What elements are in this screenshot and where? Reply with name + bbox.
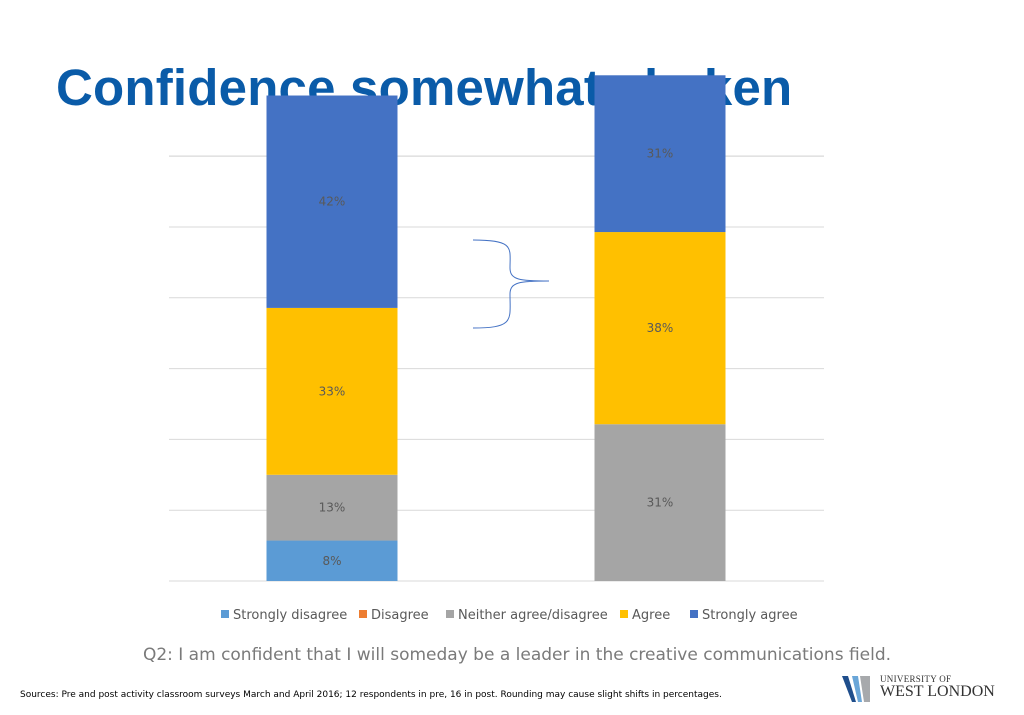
legend-label: Strongly agree — [702, 608, 798, 623]
legend-label: Agree — [632, 608, 670, 623]
logo-line2: WEST LONDON — [880, 683, 995, 700]
university-shield-icon — [842, 676, 870, 702]
bar-segment — [594, 75, 726, 233]
legend-swatch — [690, 610, 698, 618]
legend-swatch — [359, 610, 367, 618]
data-label: 8% — [322, 554, 341, 568]
data-label: 31% — [647, 496, 674, 510]
bar-segment — [594, 232, 726, 425]
data-label: 31% — [647, 147, 674, 161]
bar-segment — [266, 307, 398, 475]
legend-label: Strongly disagree — [233, 608, 347, 623]
data-label: 33% — [319, 384, 346, 398]
data-labels: 8% 13% 33% 42% 31% 38% 31% — [319, 147, 674, 568]
legend-swatch — [446, 610, 454, 618]
data-label: 13% — [319, 501, 346, 515]
bar-segment — [266, 474, 398, 541]
data-label: 42% — [319, 195, 346, 209]
bracket-annotation — [472, 239, 550, 329]
bars — [266, 75, 726, 581]
sources-note: Sources: Pre and post activity classroom… — [20, 690, 722, 700]
legend-swatch — [620, 610, 628, 618]
legend: Strongly disagree Disagree Neither agree/d… — [221, 608, 798, 623]
data-label: 38% — [647, 321, 674, 335]
legend-label: Neither agree/disagree — [458, 608, 608, 623]
bracket-line — [472, 239, 550, 329]
legend-swatch — [221, 610, 229, 618]
question-caption: Q2: I am confident that I will someday b… — [142, 645, 892, 665]
bar-segment — [266, 540, 398, 581]
legend-label: Disagree — [371, 608, 429, 623]
bar-segment — [594, 424, 726, 581]
logo-line1: UNIVERSITY OF — [880, 674, 952, 684]
bar-segment — [266, 95, 398, 308]
university-logo: UNIVERSITY OF WEST LONDON — [838, 672, 1008, 710]
stacked-bar-chart: Pre-activityPost-activity 8%13%33%42%31%… — [169, 75, 824, 623]
